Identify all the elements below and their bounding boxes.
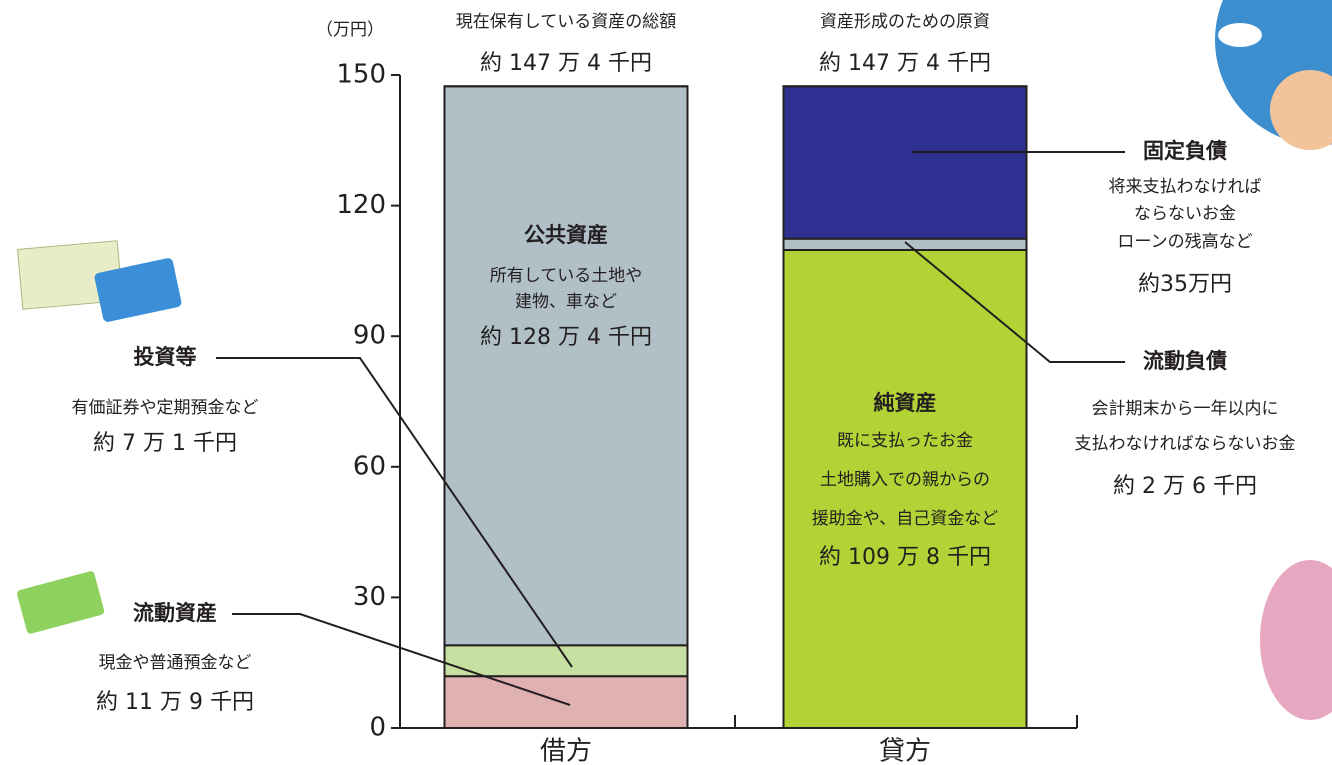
bar-outline: [782, 85, 1028, 729]
leader-line: [904, 241, 1125, 363]
description: 既に支払ったお金: [837, 431, 973, 451]
y-tick-label: 120: [336, 190, 386, 220]
total-label: 現在保有している資産の総額: [456, 12, 677, 32]
description: 建物、車など: [515, 292, 617, 312]
value-label: 約35万円: [1138, 272, 1232, 297]
x-tick-label: 貸方: [879, 737, 931, 765]
y-tick-label: 0: [369, 713, 386, 743]
total-value-label: 約 147 万 4 千円: [480, 51, 652, 76]
description: 援助金や、自己資金など: [812, 509, 999, 529]
total-value-label: 約 147 万 4 千円: [819, 51, 991, 76]
legend-label: 純資産: [874, 391, 937, 415]
bar-segment: [782, 85, 1028, 240]
bar-segment: [443, 675, 689, 729]
y-tick-label: 60: [353, 451, 386, 481]
legend-label: 流動負債: [1143, 349, 1227, 373]
value-label: 約 7 万 1 千円: [93, 431, 237, 456]
unit-label: （万円）: [316, 20, 384, 40]
x-tick-label: 借方: [540, 737, 592, 765]
value-label: 約 11 万 9 千円: [96, 690, 254, 715]
y-tick-label: 150: [336, 60, 386, 90]
legend-label: 公共資産: [524, 223, 608, 247]
y-tick-label: 30: [353, 582, 386, 612]
value-label: 約 109 万 8 千円: [819, 545, 991, 570]
description: ならないお金: [1134, 204, 1236, 224]
description: 将来支払わなければ: [1109, 177, 1262, 197]
description: ローンの残高など: [1117, 232, 1252, 252]
bar-segment: [782, 237, 1028, 252]
leader-line: [232, 613, 571, 706]
leader-line: [216, 357, 573, 668]
description: 支払わなければならないお金: [1075, 434, 1296, 454]
description: 有価証券や定期預金など: [72, 398, 259, 418]
legend-label: 流動資産: [133, 601, 217, 625]
value-label: 約 2 万 6 千円: [1113, 474, 1257, 499]
total-label: 資産形成のための原資: [820, 12, 990, 32]
legend-label: 投資等: [134, 345, 197, 369]
description: 土地購入での親からの: [820, 470, 990, 490]
description: 会計期末から一年以内に: [1092, 399, 1279, 419]
value-label: 約 128 万 4 千円: [480, 325, 652, 350]
bar-segment: [782, 249, 1028, 729]
description: 所有している土地や: [490, 266, 643, 286]
bar-outline: [443, 85, 689, 729]
description: 現金や普通預金など: [99, 653, 252, 673]
bar-segment: [443, 644, 689, 678]
bar-segment: [443, 85, 689, 647]
y-tick-label: 90: [353, 321, 386, 351]
legend-label: 固定負債: [1143, 139, 1227, 163]
